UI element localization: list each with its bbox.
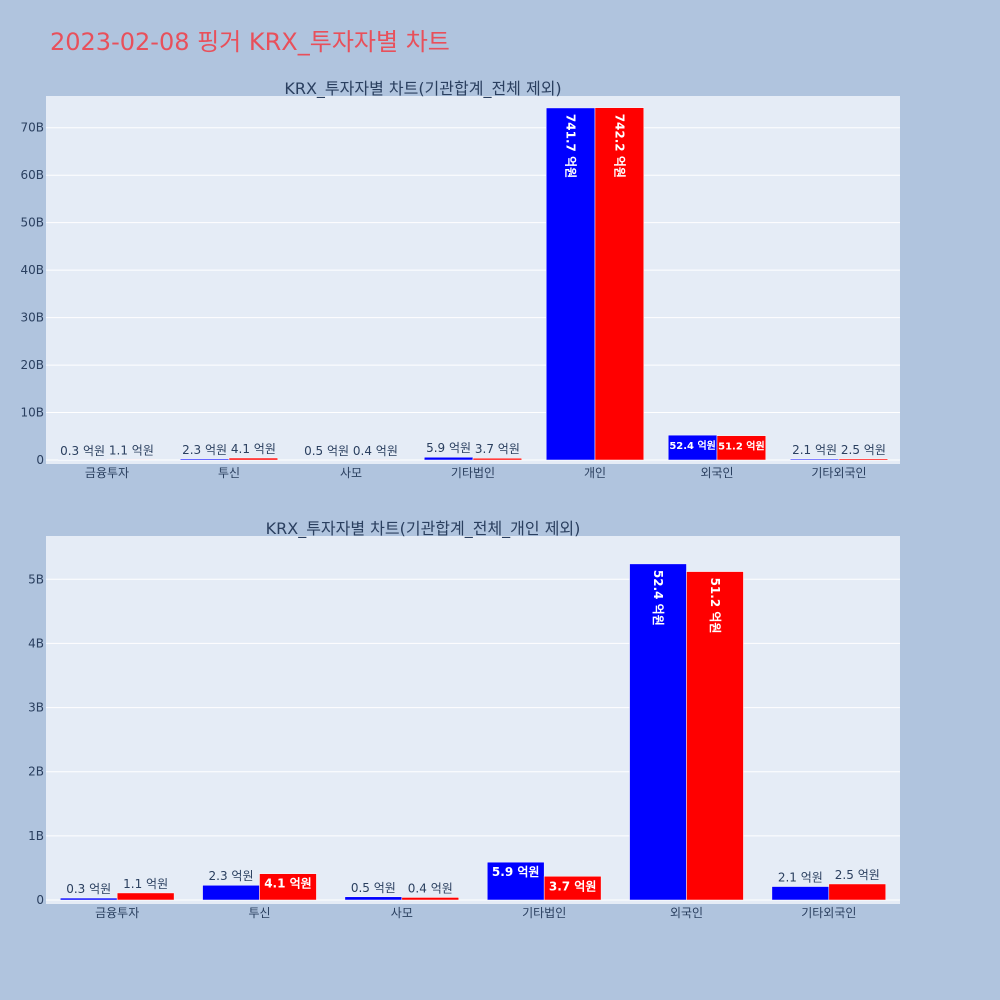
y-tick-label: 2B [28, 765, 44, 779]
y-tick-label: 40B [20, 263, 44, 277]
y-tick-label: 60B [20, 168, 44, 182]
y-tick-label: 0 [36, 893, 44, 907]
bar-sell [228, 457, 279, 461]
y-tick-label: 5B [28, 572, 44, 586]
data-label: 51.2 억원 [708, 578, 722, 634]
data-label: 741.7 억원 [564, 114, 578, 178]
bar-buy [486, 861, 545, 901]
data-label: 0.5 억원 [304, 444, 349, 458]
data-label: 0.4 억원 [408, 881, 453, 895]
data-label: 0.3 억원 [60, 444, 105, 458]
bar-sell [828, 883, 887, 901]
y-tick-label: 30B [20, 311, 44, 325]
chart-2: 0 1B 2B 3B 4B 5B KRX_투자자별 차트(기관합계_전체_개인 제외) 금융투… [28, 519, 900, 920]
data-label: 4.1 억원 [264, 877, 312, 891]
bar-buy [423, 456, 474, 461]
data-label: 3.7 억원 [549, 879, 597, 893]
bar-buy [545, 107, 596, 461]
x-tick-label: 외국인 [700, 466, 733, 480]
bar-sell [686, 571, 744, 901]
x-tick-label: 기타법인 [522, 906, 566, 920]
page-title: 2023-02-08 핑거 KRX_투자자별 차트 [50, 28, 450, 56]
x-tick-label: 투신 [248, 906, 270, 920]
data-label: 2.1 억원 [792, 443, 837, 457]
x-tick-label: 기타외국인 [811, 466, 866, 480]
x-tick-label: 사모 [391, 906, 413, 920]
x-tick-label: 기타외국인 [801, 906, 856, 920]
data-label: 2.5 억원 [841, 443, 886, 457]
data-label: 1.1 억원 [109, 443, 154, 457]
x-tick-label: 기타법인 [451, 466, 495, 480]
bar-sell [838, 458, 889, 461]
bar-sell [116, 892, 175, 901]
x-tick-label: 개인 [584, 466, 606, 480]
plot-area [46, 96, 900, 464]
bar-buy [771, 886, 830, 901]
data-label: 0.3 억원 [66, 882, 111, 896]
chart-1: 0 10B 20B 30B 40B 50B 60B 70B KRX_투자자별 차트(기관합계_전… [20, 79, 900, 480]
data-label: 51.2 억원 [718, 440, 765, 453]
data-label: 0.4 억원 [353, 444, 398, 458]
bar-buy [629, 563, 687, 901]
y-tick-label: 3B [28, 701, 44, 715]
bar-buy [179, 458, 230, 461]
bar-buy [59, 897, 118, 901]
bar-sell [350, 459, 401, 461]
data-label: 52.4 억원 [669, 439, 716, 452]
chart-title: KRX_투자자별 차트(기관합계_전체 제외) [284, 79, 561, 99]
bar-buy [301, 459, 352, 461]
y-tick-label: 4B [28, 636, 44, 650]
x-tick-label: 사모 [340, 466, 362, 480]
x-tick-label: 투신 [218, 466, 240, 480]
y-tick-label: 0 [36, 453, 44, 467]
data-label: 2.5 억원 [835, 868, 880, 882]
data-label: 1.1 억원 [123, 877, 168, 891]
bar-buy [202, 884, 260, 901]
bar-sell [401, 897, 460, 901]
bar-buy [57, 459, 108, 461]
chart-title: KRX_투자자별 차트(기관합계_전체_개인 제외) [266, 519, 581, 539]
data-label: 52.4 억원 [651, 570, 665, 626]
bar-sell [472, 457, 523, 461]
bar-sell [259, 873, 317, 901]
data-label: 5.9 억원 [492, 865, 540, 879]
bar-sell [543, 876, 602, 901]
bar-sell [716, 435, 767, 461]
x-tick-label: 외국인 [670, 906, 703, 920]
x-tick-label: 금융투자 [85, 466, 129, 480]
data-label: 4.1 억원 [231, 442, 276, 456]
data-label: 2.3 억원 [182, 443, 227, 457]
y-tick-label: 50B [20, 216, 44, 230]
data-label: 3.7 억원 [475, 442, 520, 456]
bar-sell [106, 459, 157, 461]
data-label: 2.3 억원 [209, 869, 254, 883]
data-label: 2.1 억원 [778, 871, 823, 885]
y-tick-label: 70B [20, 121, 44, 135]
x-tick-label: 금융투자 [95, 906, 139, 920]
bar-buy [789, 458, 840, 461]
data-label: 5.9 억원 [426, 441, 471, 455]
bar-buy [344, 896, 403, 901]
y-tick-label: 20B [20, 358, 44, 372]
data-label: 742.2 억원 [612, 114, 626, 178]
bar-sell [594, 107, 645, 461]
data-label: 0.5 억원 [351, 881, 396, 895]
y-tick-label: 1B [28, 829, 44, 843]
plot-area [46, 536, 900, 904]
y-tick-label: 10B [20, 406, 44, 420]
